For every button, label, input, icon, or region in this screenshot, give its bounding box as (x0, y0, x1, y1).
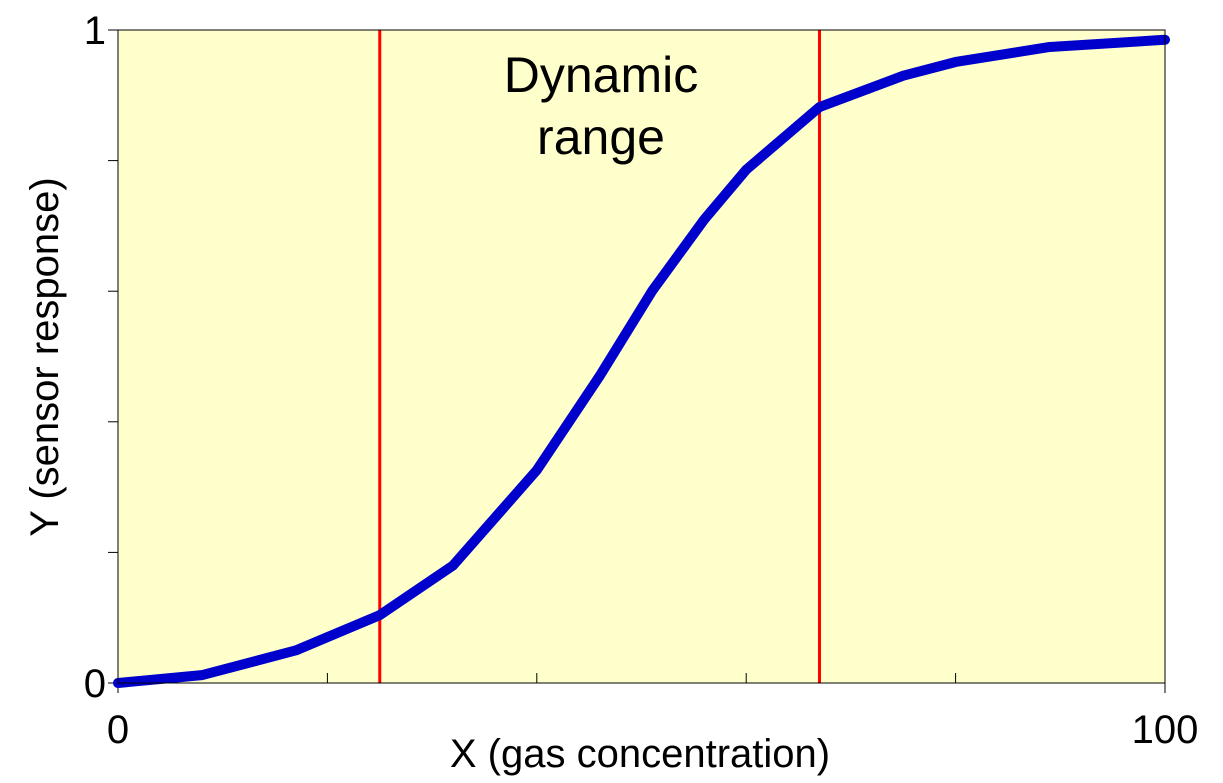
annotation: Dynamic (504, 47, 698, 103)
data-line (113, 34, 1170, 688)
annotation: range (537, 109, 665, 165)
x-axis-label: X (gas concentration) (450, 732, 830, 776)
plot-frame (117, 29, 1166, 684)
plot-area (118, 30, 1165, 683)
x-tick-label: 100 (1132, 708, 1199, 752)
y-tick-label: 0 (84, 662, 106, 706)
y-axis-label: Y (sensor response) (23, 177, 67, 536)
x-tick-label: 0 (107, 708, 129, 752)
y-tick-label: 1 (84, 9, 106, 53)
